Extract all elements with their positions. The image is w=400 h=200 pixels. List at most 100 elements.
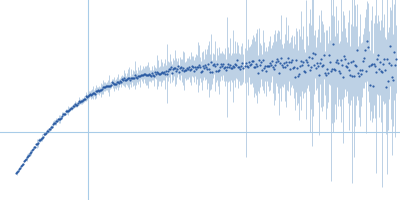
Point (360, 59, 366, 62)
Point (336, 70, 342, 73)
Point (123, 78, 129, 81)
Point (259, 58, 266, 62)
Point (119, 78, 125, 81)
Point (93, 90, 99, 93)
Point (136, 74, 142, 77)
Point (330, 43, 336, 46)
Point (166, 68, 172, 71)
Point (245, 60, 252, 64)
Point (36, 138, 42, 142)
Point (257, 61, 264, 64)
Point (124, 77, 130, 81)
Point (252, 63, 259, 66)
Point (298, 64, 305, 67)
Point (373, 70, 379, 73)
Point (212, 65, 218, 68)
Point (366, 65, 372, 68)
Point (370, 84, 376, 87)
Point (354, 48, 360, 51)
Point (255, 59, 262, 62)
Point (389, 75, 395, 78)
Point (171, 66, 178, 70)
Point (56, 118, 62, 121)
Point (81, 97, 87, 101)
Point (227, 63, 234, 66)
Point (89, 92, 95, 95)
Point (392, 63, 398, 66)
Point (188, 67, 194, 70)
Point (86, 93, 92, 96)
Point (374, 57, 380, 60)
Point (300, 60, 306, 64)
Point (190, 65, 196, 69)
Point (393, 57, 399, 60)
Point (308, 57, 315, 60)
Point (145, 73, 151, 76)
Point (109, 81, 115, 84)
Point (270, 68, 277, 71)
Point (48, 125, 55, 128)
Point (221, 66, 228, 69)
Point (106, 84, 112, 87)
Point (94, 89, 100, 92)
Point (202, 63, 208, 66)
Point (222, 65, 229, 68)
Point (168, 66, 174, 69)
Point (87, 92, 93, 96)
Point (239, 62, 246, 65)
Point (244, 66, 251, 69)
Point (170, 67, 176, 70)
Point (174, 67, 180, 71)
Point (134, 76, 140, 79)
Point (101, 85, 107, 88)
Point (104, 84, 110, 87)
Point (172, 67, 178, 70)
Point (56, 117, 63, 120)
Point (345, 61, 351, 64)
Point (387, 45, 393, 48)
Point (24, 154, 31, 157)
Point (154, 70, 160, 73)
Point (141, 72, 147, 75)
Point (251, 66, 258, 69)
Point (40, 136, 46, 139)
Point (129, 76, 135, 79)
Point (189, 65, 196, 68)
Point (328, 69, 334, 72)
Point (36, 138, 43, 141)
Point (371, 62, 377, 65)
Point (131, 76, 137, 80)
Point (292, 58, 299, 62)
Point (54, 119, 60, 122)
Point (292, 75, 298, 79)
Point (127, 78, 133, 81)
Point (365, 45, 371, 48)
Point (97, 88, 103, 91)
Point (220, 62, 227, 66)
Point (143, 74, 149, 77)
Point (337, 72, 343, 75)
Point (120, 79, 126, 82)
Point (240, 67, 247, 70)
Point (344, 65, 350, 68)
Point (380, 62, 386, 65)
Point (160, 71, 166, 74)
Point (358, 72, 364, 76)
Point (308, 66, 314, 69)
Point (326, 54, 332, 57)
Point (175, 65, 182, 68)
Point (268, 59, 275, 62)
Point (247, 62, 254, 66)
Point (85, 95, 91, 98)
Point (75, 101, 81, 105)
Point (201, 66, 208, 70)
Point (153, 72, 159, 75)
Point (276, 72, 282, 75)
Point (122, 79, 128, 82)
Point (58, 116, 64, 119)
Point (164, 72, 170, 75)
Point (207, 71, 214, 74)
Point (356, 75, 362, 78)
Point (187, 69, 194, 72)
Point (310, 63, 317, 66)
